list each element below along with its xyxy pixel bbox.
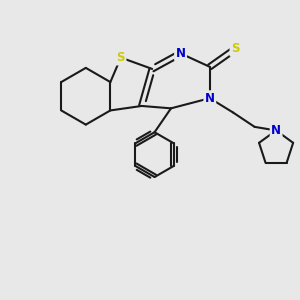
- Text: N: N: [205, 92, 215, 105]
- Text: S: S: [117, 51, 125, 64]
- Text: N: N: [176, 47, 185, 60]
- Text: N: N: [271, 124, 281, 137]
- Text: S: S: [231, 42, 239, 56]
